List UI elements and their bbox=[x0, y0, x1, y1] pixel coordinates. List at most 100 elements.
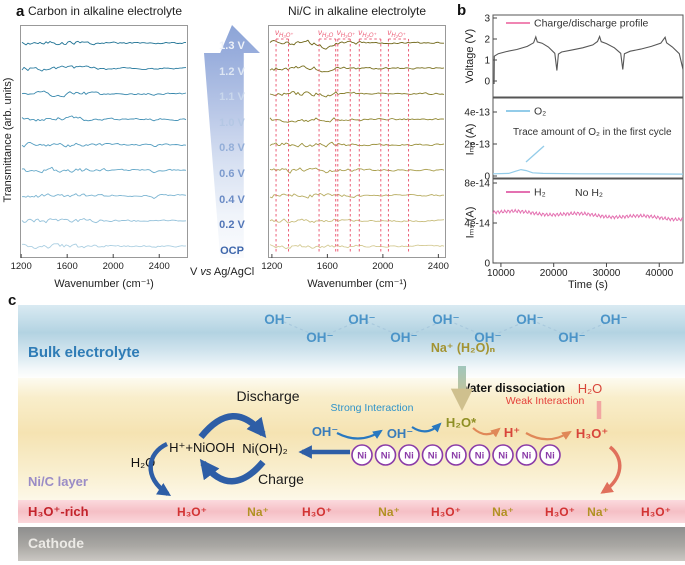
y-tick-label: 0 bbox=[484, 259, 490, 270]
voltage-step-label: 0.6 V bbox=[219, 168, 245, 180]
x-tick-label: 30000 bbox=[593, 268, 621, 279]
caption-ref: Ag/AgCl bbox=[211, 266, 255, 278]
o2-ms-chart: 4e-13 2e-13 0 O₂ Trace amount of O₂ in the f… bbox=[464, 97, 684, 183]
y-tick-label: 4e-14 bbox=[464, 219, 490, 230]
niooh-label: H⁺+NiOOH bbox=[169, 440, 235, 455]
x-tick-label: 40000 bbox=[645, 268, 673, 279]
voltage-step-label: 1.2 V bbox=[219, 65, 245, 78]
spectrum-trace bbox=[21, 141, 187, 148]
ni-atom-label: Ni bbox=[498, 451, 508, 462]
panel-a-right-title: Ni/C in alkaline electrolyte bbox=[287, 4, 427, 18]
band-ion-label: Na⁺ bbox=[492, 505, 514, 519]
time-axis-label: Time (s) bbox=[568, 279, 608, 291]
spectrum-trace bbox=[22, 243, 187, 249]
discharge-label: Discharge bbox=[236, 388, 299, 404]
bulk-electrolyte-band bbox=[18, 305, 685, 378]
weak-interaction-arc-1 bbox=[472, 427, 501, 438]
weak-interaction-arc-2 bbox=[525, 430, 572, 441]
x-tick-label: 1200 bbox=[261, 261, 282, 272]
y-tick-label: 4e-13 bbox=[464, 108, 490, 119]
ni-atom bbox=[351, 444, 373, 466]
weak-interaction-label: Weak Interaction bbox=[506, 395, 585, 407]
band-ion-label: Na⁺ bbox=[587, 505, 609, 519]
h2-ms-chart: 8e-14 4e-14 0 H₂ No H₂ 10000 20000 30000 40000 Ti… bbox=[464, 178, 684, 291]
peak-box: νH₂O bbox=[318, 28, 337, 253]
spectrum-trace bbox=[269, 244, 445, 250]
plot-frame bbox=[492, 178, 684, 264]
carbon-spectra-plot: 1200 1600 2000 2400 bbox=[11, 25, 188, 272]
legend-label: H₂ bbox=[534, 187, 546, 199]
x-tick-label: 2400 bbox=[149, 261, 170, 272]
voltage-labels: 1.3 V 1.2 V 1.1 V 1.0 V 0.8 V 0.6 V 0.4 V 0.2 V… bbox=[204, 25, 260, 258]
spectrum-trace bbox=[269, 39, 444, 50]
ni-atom-label: Ni bbox=[522, 451, 532, 462]
o2-pointer-line bbox=[525, 145, 545, 163]
oh-ion-label: OH⁻ bbox=[390, 330, 417, 345]
peak-label: νH₂O⁺ bbox=[387, 28, 405, 39]
wavenumber-axis-label-right: Wavenumber (cm⁻¹) bbox=[307, 278, 407, 290]
ni-atom-label: Ni bbox=[381, 451, 391, 462]
panel-a-left-title: Carbon in alkaline electrolyte bbox=[27, 4, 183, 18]
band-ion-label: H₃O⁺ bbox=[545, 505, 575, 519]
cathode-label: Cathode bbox=[28, 535, 84, 551]
spectrum-trace bbox=[269, 192, 444, 199]
spectrum-trace bbox=[21, 40, 186, 46]
wavenumber-axis-label-left: Wavenumber (cm⁻¹) bbox=[54, 278, 154, 290]
peak-label: νH₂O⁺ bbox=[358, 28, 376, 39]
ni-atom-label: Ni bbox=[475, 451, 485, 462]
charge-discharge-curve bbox=[493, 34, 684, 85]
spectrum-trace bbox=[269, 218, 445, 224]
voltage-step-label: OCP bbox=[220, 244, 244, 257]
plot-frame bbox=[20, 25, 188, 258]
voltage-step-label: 1.1 V bbox=[219, 91, 245, 104]
o2-curve bbox=[492, 168, 684, 175]
ni-atom-label: Ni bbox=[357, 451, 367, 462]
transmittance-axis-label: Transmittance (arb. units) bbox=[2, 77, 14, 203]
spectrum-trace bbox=[269, 91, 445, 98]
ni-atom bbox=[421, 444, 444, 466]
oh-ion-label: OH⁻ bbox=[348, 312, 375, 327]
caption-vs: vs bbox=[200, 266, 212, 278]
panel-c-label: c bbox=[8, 292, 17, 309]
oh-ion-label: OH⁻ bbox=[264, 312, 291, 327]
band-ion-label: H₃O⁺ bbox=[641, 505, 671, 519]
species-label: OH⁻ bbox=[387, 426, 413, 441]
band-ion-label: H₃O⁺ bbox=[177, 505, 207, 519]
spectrum-trace bbox=[21, 90, 187, 98]
h3o-down-arrow bbox=[600, 445, 622, 494]
voltage-profile-chart: 3 2 1 0 Charge/discharge profile bbox=[484, 14, 684, 98]
ims-axis-label-h2: Iₘₛ (A) bbox=[464, 206, 477, 239]
nic-layer-label: Ni/C layer bbox=[28, 474, 88, 489]
peak-label: νH₃O⁺ bbox=[337, 28, 356, 39]
x-tick-label: 10000 bbox=[487, 268, 515, 279]
h3o-rich-band bbox=[18, 500, 685, 523]
y-tick-label: 1 bbox=[484, 56, 490, 67]
ni-atom bbox=[374, 444, 397, 466]
ni-atom bbox=[515, 444, 538, 466]
x-tick-label: 2000 bbox=[372, 261, 393, 272]
band-ion-label: Na⁺ bbox=[378, 505, 400, 519]
ni-atom-label: Ni bbox=[451, 451, 461, 462]
oh-hydrogen-bond-chain bbox=[277, 318, 615, 339]
ni-atom-label: Ni bbox=[428, 451, 438, 462]
x-tick-label: 2000 bbox=[103, 261, 124, 272]
spectrum-trace bbox=[21, 218, 187, 224]
oh-ion-label: OH⁻ bbox=[516, 312, 543, 327]
oh-ion-label: OH⁻ bbox=[558, 330, 585, 345]
y-tick-label: 0 bbox=[484, 77, 490, 88]
oh-ion-label: OH⁻ bbox=[600, 312, 627, 327]
band-ion-label: Na⁺ bbox=[247, 505, 269, 519]
legend-label: Charge/discharge profile bbox=[534, 18, 649, 30]
oh-ion-label: OH⁻ bbox=[474, 330, 501, 345]
ni-atom bbox=[492, 444, 514, 466]
strong-interaction-arc-2 bbox=[411, 422, 442, 433]
species-label: H⁺ bbox=[504, 425, 520, 440]
charge-arrow bbox=[199, 458, 266, 485]
species-label: H₂O* bbox=[446, 415, 477, 430]
ni-atom-label: Ni bbox=[545, 451, 555, 462]
voltage-step-label: 1.0 V bbox=[219, 116, 245, 129]
h3o-rich-label: H₃O⁺-rich bbox=[28, 504, 89, 519]
voltage-step-label: 1.3 V bbox=[219, 40, 245, 52]
